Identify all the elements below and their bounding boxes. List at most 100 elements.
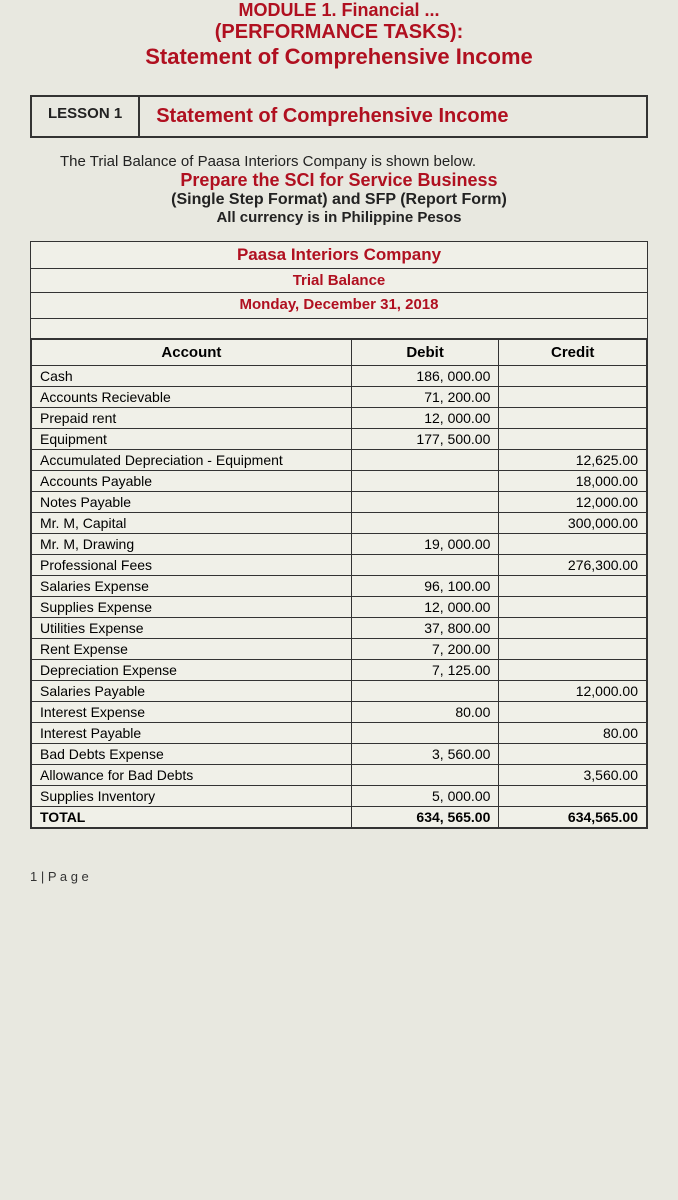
cell-account: Rent Expense [32,639,352,660]
trial-balance-container: Paasa Interiors Company Trial Balance Mo… [30,241,648,829]
col-header-debit: Debit [351,340,499,366]
cell-credit: 12,625.00 [499,450,647,471]
cell-debit [351,765,499,786]
cell-account: Prepaid rent [32,408,352,429]
table-row: Depreciation Expense7, 125.00 [32,660,647,681]
cell-account: Interest Payable [32,723,352,744]
table-row: Mr. M, Capital 300,000.00 [32,513,647,534]
cell-debit [351,492,499,513]
cell-credit [499,786,647,807]
cell-debit: 19, 000.00 [351,534,499,555]
table-row: Mr. M, Drawing19, 000.00 [32,534,647,555]
cell-credit: 80.00 [499,723,647,744]
cell-account: Supplies Expense [32,597,352,618]
cell-credit [499,597,647,618]
tb-spacer [31,319,647,339]
lesson-number: LESSON 1 [30,95,140,138]
cell-credit [499,408,647,429]
cell-debit [351,723,499,744]
cell-account: Allowance for Bad Debts [32,765,352,786]
table-row: Bad Debts Expense3, 560.00 [32,744,647,765]
cell-account: Bad Debts Expense [32,744,352,765]
cell-total-credit: 634,565.00 [499,807,647,828]
cell-credit [499,660,647,681]
cell-debit: 3, 560.00 [351,744,499,765]
cell-account: Accumulated Depreciation - Equipment [32,450,352,471]
table-row: Interest Payable 80.00 [32,723,647,744]
tb-company: Paasa Interiors Company [31,242,647,269]
cell-account: Notes Payable [32,492,352,513]
cell-credit: 300,000.00 [499,513,647,534]
cell-account: Utilities Expense [32,618,352,639]
cell-debit: 12, 000.00 [351,408,499,429]
table-row: Accounts Payable 18,000.00 [32,471,647,492]
table-row: Utilities Expense37, 800.00 [32,618,647,639]
table-row: Professional Fees276,300.00 [32,555,647,576]
statement-header: Statement of Comprehensive Income [20,44,658,70]
cell-debit: 186, 000.00 [351,366,499,387]
table-row: Prepaid rent12, 000.00 [32,408,647,429]
cell-credit [499,744,647,765]
cell-account: Accounts Recievable [32,387,352,408]
cell-debit: 7, 200.00 [351,639,499,660]
cell-credit [499,387,647,408]
cell-account: Depreciation Expense [32,660,352,681]
intro-line-1: The Trial Balance of Paasa Interiors Com… [60,153,618,170]
cell-debit: 5, 000.00 [351,786,499,807]
page-footer: 1 | P a g e [0,829,678,924]
cell-total-label: TOTAL [32,807,352,828]
col-header-account: Account [32,340,352,366]
cell-credit [499,618,647,639]
cell-credit: 12,000.00 [499,492,647,513]
tb-title: Trial Balance [31,269,647,293]
cell-account: Equipment [32,429,352,450]
cell-total-debit: 634, 565.00 [351,807,499,828]
cell-debit: 71, 200.00 [351,387,499,408]
cell-debit: 12, 000.00 [351,597,499,618]
table-row: Supplies Inventory5, 000.00 [32,786,647,807]
cell-account: Mr. M, Drawing [32,534,352,555]
cell-credit: 18,000.00 [499,471,647,492]
table-row: Allowance for Bad Debts3,560.00 [32,765,647,786]
col-header-credit: Credit [499,340,647,366]
module-line: MODULE 1. Financial ... [20,0,658,21]
cell-account: Cash [32,366,352,387]
cell-credit [499,639,647,660]
cell-credit: 276,300.00 [499,555,647,576]
intro-line-3: (Single Step Format) and SFP (Report For… [60,191,618,209]
cell-account: Mr. M, Capital [32,513,352,534]
cell-debit: 80.00 [351,702,499,723]
cell-credit [499,534,647,555]
cell-account: Accounts Payable [32,471,352,492]
cell-debit: 7, 125.00 [351,660,499,681]
intro-text: The Trial Balance of Paasa Interiors Com… [0,153,678,226]
header-section: MODULE 1. Financial ... (PERFORMANCE TAS… [0,0,678,95]
cell-account: Salaries Payable [32,681,352,702]
cell-account: Salaries Expense [32,576,352,597]
table-row: Salaries Expense96, 100.00 [32,576,647,597]
intro-line-4: All currency is in Philippine Pesos [60,209,618,226]
cell-account: Supplies Inventory [32,786,352,807]
cell-debit [351,450,499,471]
table-header-row: Account Debit Credit [32,340,647,366]
cell-debit [351,513,499,534]
table-row: Accumulated Depreciation - Equipment 12,6… [32,450,647,471]
intro-line-2: Prepare the SCI for Service Business [60,170,618,191]
cell-credit [499,429,647,450]
performance-tasks-label: (PERFORMANCE TASKS): [20,21,658,44]
lesson-box: LESSON 1 Statement of Comprehensive Inco… [0,95,678,138]
trial-balance-table: Account Debit Credit Cash186, 000.00Acco… [31,339,647,828]
cell-debit [351,555,499,576]
cell-credit [499,702,647,723]
table-total-row: TOTAL634, 565.00634,565.00 [32,807,647,828]
cell-debit [351,471,499,492]
cell-debit: 177, 500.00 [351,429,499,450]
table-row: Interest Expense80.00 [32,702,647,723]
cell-credit: 12,000.00 [499,681,647,702]
cell-credit [499,366,647,387]
table-row: Cash186, 000.00 [32,366,647,387]
table-row: Notes Payable 12,000.00 [32,492,647,513]
table-row: Accounts Recievable71, 200.00 [32,387,647,408]
table-row: Rent Expense7, 200.00 [32,639,647,660]
tb-date: Monday, December 31, 2018 [31,293,647,319]
